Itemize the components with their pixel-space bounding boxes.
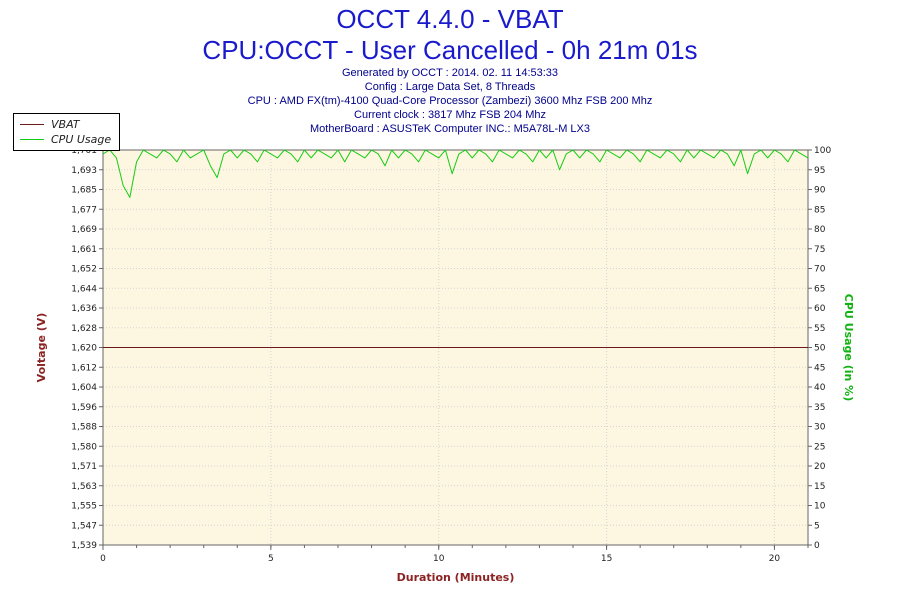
svg-text:1,669: 1,669 — [71, 225, 97, 235]
report-title: OCCT 4.4.0 - VBAT — [336, 4, 564, 34]
svg-text:1,555: 1,555 — [71, 502, 97, 512]
svg-text:1,628: 1,628 — [71, 324, 97, 334]
svg-text:5: 5 — [814, 521, 820, 531]
svg-text:35: 35 — [814, 403, 825, 413]
cpu-usage-line-swatch — [20, 139, 44, 140]
svg-text:50: 50 — [814, 344, 826, 354]
svg-text:1,612: 1,612 — [71, 363, 97, 373]
svg-text:55: 55 — [814, 324, 825, 334]
svg-text:1,693: 1,693 — [71, 166, 97, 176]
info-config: Config : Large Data Set, 8 Threads — [364, 81, 536, 93]
svg-text:1,604: 1,604 — [71, 383, 97, 393]
svg-text:5: 5 — [268, 554, 274, 564]
svg-text:1,661: 1,661 — [71, 245, 97, 255]
svg-text:1,636: 1,636 — [71, 304, 97, 314]
svg-text:95: 95 — [814, 166, 825, 176]
svg-text:1,571: 1,571 — [71, 462, 97, 472]
svg-text:1,588: 1,588 — [71, 423, 97, 433]
info-generated: Generated by OCCT : 2014. 02. 11 14:53:3… — [341, 67, 559, 79]
svg-text:30: 30 — [814, 423, 826, 433]
report-header: OCCT 4.4.0 - VBAT CPU:OCCT - User Cancel… — [0, 4, 900, 136]
svg-text:10: 10 — [814, 502, 826, 512]
vbat-cpu-usage-chart: 1,539 1,547 1,555 1,563 1,571 1,580 1,588 1,596… — [35, 146, 855, 584]
svg-text:1,596: 1,596 — [71, 403, 97, 413]
svg-text:100: 100 — [814, 146, 831, 156]
svg-text:70: 70 — [814, 265, 826, 275]
svg-text:80: 80 — [814, 225, 826, 235]
svg-text:1,701: 1,701 — [71, 146, 97, 156]
info-cpu: CPU : AMD FX(tm)-4100 Quad-Core Processo… — [247, 95, 653, 107]
svg-text:1,677: 1,677 — [71, 205, 97, 215]
svg-text:1,547: 1,547 — [71, 521, 97, 531]
cpu-usage-axis-tick-labels: 0 5 10 15 20 25 30 35 40 45 50 55 60 65 70 75 80 85 90 95 10… — [808, 146, 831, 551]
svg-text:0: 0 — [100, 554, 106, 564]
svg-text:1,644: 1,644 — [71, 284, 97, 294]
cpu-usage-line — [102, 149, 809, 198]
svg-text:15: 15 — [814, 482, 825, 492]
vbat-line-swatch — [20, 124, 44, 125]
svg-text:0: 0 — [814, 541, 820, 551]
duration-axis-tick-labels: 0 5 10 15 20 — [100, 545, 809, 564]
svg-text:1,652: 1,652 — [71, 265, 97, 275]
svg-text:20: 20 — [814, 462, 826, 472]
legend-item-vbat: VBAT — [20, 117, 111, 132]
legend-label-cpu-usage: CPU Usage — [51, 133, 112, 146]
cpu-usage-axis-title: CPU Usage (in %) — [842, 294, 855, 401]
svg-text:1,563: 1,563 — [71, 482, 97, 492]
svg-text:75: 75 — [814, 245, 825, 255]
voltage-axis-title: Voltage (V) — [35, 313, 48, 383]
svg-text:1,580: 1,580 — [71, 442, 97, 452]
svg-text:15: 15 — [601, 554, 612, 564]
svg-text:45: 45 — [814, 363, 825, 373]
svg-text:60: 60 — [814, 304, 826, 314]
svg-text:40: 40 — [814, 383, 826, 393]
info-motherboard: MotherBoard : ASUSTeK Computer INC.: M5A… — [309, 123, 590, 135]
svg-text:25: 25 — [814, 442, 825, 452]
info-current-clock: Current clock : 3817 Mhz FSB 204 Mhz — [354, 109, 546, 121]
report-subtitle: CPU:OCCT - User Cancelled - 0h 21m 01s — [202, 35, 698, 65]
svg-text:1,685: 1,685 — [71, 186, 97, 196]
svg-text:1,539: 1,539 — [71, 541, 97, 551]
duration-axis-title: Duration (Minutes) — [397, 571, 515, 584]
legend-label-vbat: VBAT — [51, 118, 80, 131]
svg-text:85: 85 — [814, 205, 825, 215]
svg-text:20: 20 — [769, 554, 781, 564]
svg-text:10: 10 — [433, 554, 445, 564]
svg-text:90: 90 — [814, 186, 826, 196]
voltage-axis-tick-labels: 1,539 1,547 1,555 1,563 1,571 1,580 1,588 1,596… — [71, 146, 103, 551]
svg-text:65: 65 — [814, 284, 825, 294]
legend-item-cpu-usage: CPU Usage — [20, 132, 111, 147]
chart-legend: VBAT CPU Usage — [13, 113, 121, 151]
svg-text:1,620: 1,620 — [71, 344, 97, 354]
